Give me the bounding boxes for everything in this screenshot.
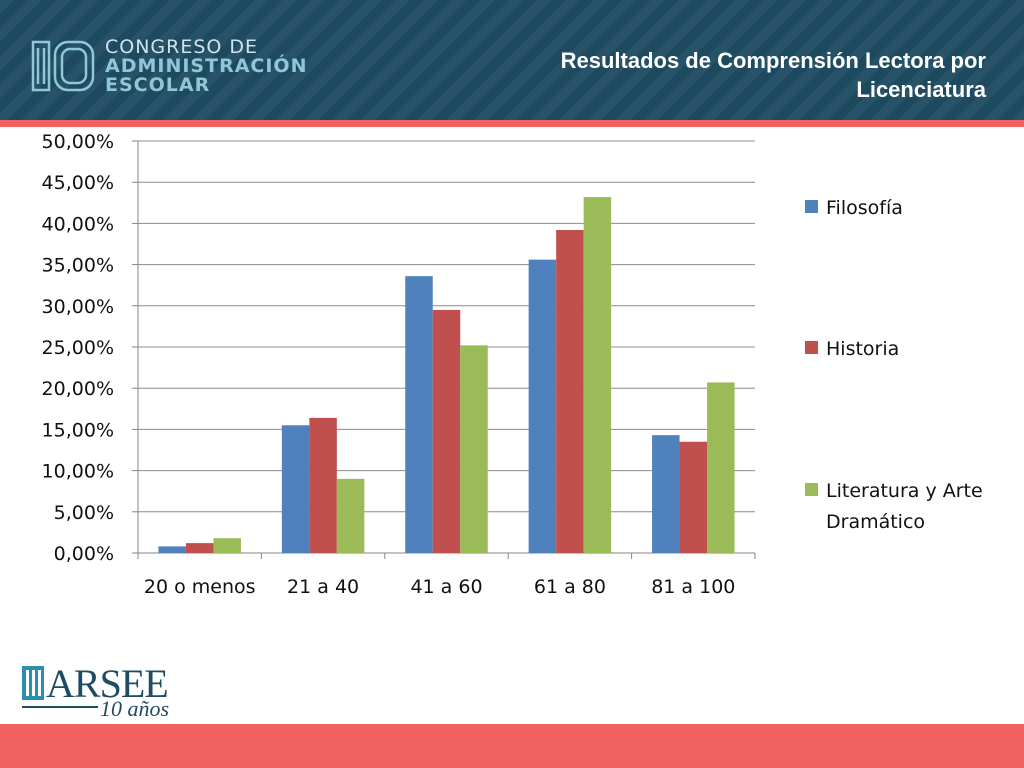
y-tick-label: 0,00% xyxy=(54,543,114,565)
y-tick-label: 30,00% xyxy=(42,296,114,318)
y-tick-label: 10,00% xyxy=(42,461,114,483)
arsee-logo: ARSEE 10 años xyxy=(22,660,182,722)
arsee-underline xyxy=(22,706,98,708)
bar-2-3 xyxy=(432,309,461,553)
bar-3-4 xyxy=(583,197,612,554)
bar-2-4 xyxy=(556,229,584,553)
y-tick-label: 50,00% xyxy=(42,131,114,153)
footer-bar xyxy=(0,724,1024,768)
legend-label: Literatura y Arte xyxy=(826,480,983,502)
bar-1-5 xyxy=(652,435,680,553)
legend-swatch xyxy=(805,341,818,354)
brand-line-1: CONGRESO DE xyxy=(105,36,259,58)
header-stripe xyxy=(0,120,1024,127)
legend-label: Historia xyxy=(826,338,899,360)
bar-2-5 xyxy=(679,441,708,553)
y-tick-label: 40,00% xyxy=(42,213,114,235)
legend-label: Filosofía xyxy=(826,197,903,219)
x-tick-label: 81 a 100 xyxy=(651,576,735,598)
x-tick-label: 61 a 80 xyxy=(534,576,606,598)
arsee-anniversary: 10 años xyxy=(100,696,170,721)
x-tick-label: 41 a 60 xyxy=(410,576,482,598)
y-tick-label: 5,00% xyxy=(54,502,114,524)
bar-1-4 xyxy=(528,259,557,553)
y-tick-label: 35,00% xyxy=(42,255,114,277)
brand-line-2: ADMINISTRACIÓN xyxy=(105,55,308,77)
column-logo-icon xyxy=(22,666,44,700)
bar-2-2 xyxy=(309,417,337,553)
bar-3-5 xyxy=(707,382,735,553)
chart-bars xyxy=(158,197,735,554)
bar-1-2 xyxy=(281,425,310,553)
x-axis-ticks: 20 o menos 21 a 40 41 a 60 61 a 80 81 a 100 xyxy=(144,576,736,598)
legend-swatch xyxy=(805,200,818,213)
bar-2-1 xyxy=(185,543,214,553)
brand-line-3: ESCOLAR xyxy=(105,74,211,96)
bar-3-3 xyxy=(460,345,488,553)
y-tick-label: 15,00% xyxy=(42,419,114,441)
bar-3-1 xyxy=(213,538,241,553)
y-tick-label: 25,00% xyxy=(42,337,114,359)
y-axis-ticks: 0,00% 5,00% 10,00% 15,00% 20,00% 25,00% 30,00%… xyxy=(42,131,114,565)
congress-brand: CONGRESO DE ADMINISTRACIÓN ESCOLAR xyxy=(105,38,307,95)
y-tick-label: 20,00% xyxy=(42,378,114,400)
legend-label: Dramático xyxy=(826,511,925,533)
bar-1-1 xyxy=(158,546,186,553)
x-tick-label: 21 a 40 xyxy=(287,576,359,598)
bar-1-3 xyxy=(405,276,433,553)
bar-chart: 0,00% 5,00% 10,00% 15,00% 20,00% 25,00% 30,00%… xyxy=(42,131,983,598)
slide-header: CONGRESO DE ADMINISTRACIÓN ESCOLAR Resul… xyxy=(0,0,1024,120)
arsee-wordmark: ARSEE xyxy=(46,661,169,706)
y-tick-label: 45,00% xyxy=(42,172,114,194)
legend-swatch xyxy=(805,483,818,496)
slide-title: Resultados de Comprensión Lectora por Li… xyxy=(560,48,986,102)
chart-legend: Filosofía Historia Literatura y Arte Dramát… xyxy=(805,197,983,533)
bar-3-2 xyxy=(336,478,365,553)
x-tick-label: 20 o menos xyxy=(144,576,256,598)
congress-10-logo-icon xyxy=(31,40,95,92)
